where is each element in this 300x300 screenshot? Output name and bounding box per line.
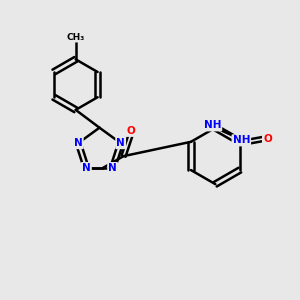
Text: NH: NH [232,135,250,145]
Text: N: N [74,138,82,148]
Text: O: O [127,126,135,136]
Text: N: N [108,163,117,173]
Text: N: N [82,163,91,173]
Text: O: O [263,134,272,144]
Text: N: N [116,138,125,148]
Text: NH: NH [204,120,221,130]
Text: CH₃: CH₃ [67,33,85,42]
